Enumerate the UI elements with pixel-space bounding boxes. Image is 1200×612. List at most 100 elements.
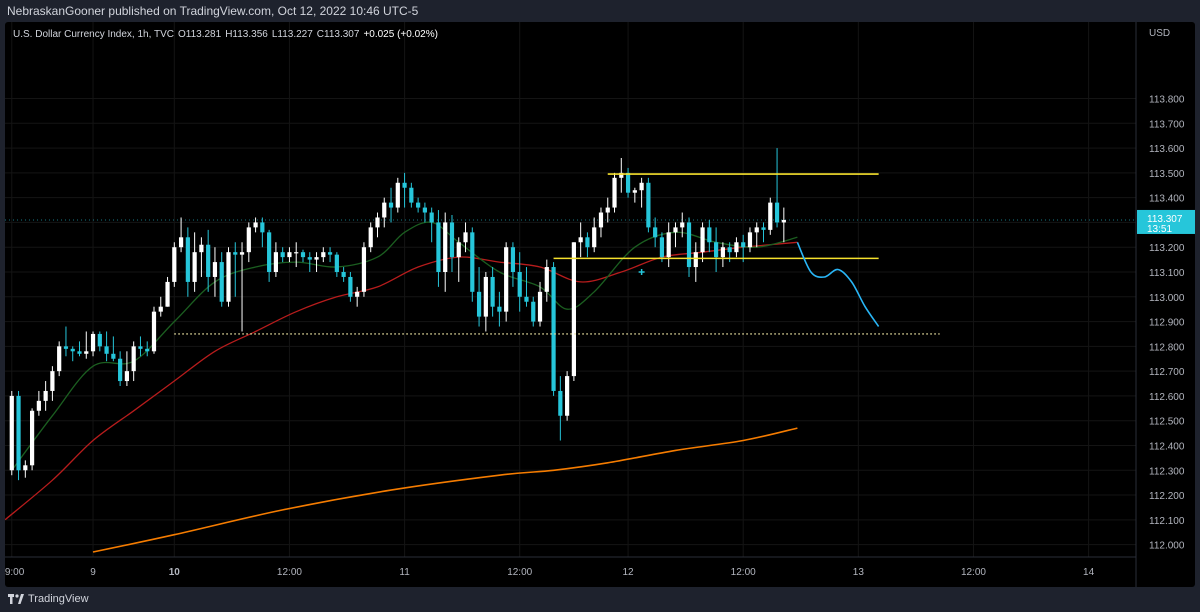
- candle-body: [368, 227, 373, 248]
- candle-body: [734, 242, 739, 253]
- candle-body: [341, 272, 346, 277]
- candle-body: [9, 395, 14, 471]
- time-tick-label: 12:00: [277, 567, 302, 578]
- candle-body: [605, 207, 610, 213]
- candle-body: [504, 247, 509, 312]
- time-tick-label: 9: [90, 567, 96, 578]
- candle-body: [253, 222, 258, 228]
- candle-body: [768, 202, 773, 230]
- candle-body: [476, 291, 482, 317]
- candle-body: [402, 182, 407, 188]
- candle-body: [77, 351, 82, 354]
- cross-marker: [638, 269, 645, 275]
- time-tick-label: 14: [1083, 567, 1095, 578]
- candle-body: [659, 237, 665, 258]
- price-tick-label: 113.000: [1149, 293, 1185, 304]
- candle-body: [124, 371, 130, 382]
- candle-body: [686, 222, 692, 268]
- high-value: H113.356: [225, 29, 268, 40]
- candle-body: [598, 212, 604, 228]
- candle-body: [29, 410, 35, 466]
- candle-body: [185, 237, 190, 282]
- candle-body: [151, 311, 157, 352]
- candle-body: [714, 242, 719, 258]
- price-tick-label: 112.700: [1149, 367, 1185, 378]
- candle-body: [327, 252, 333, 255]
- candle-body: [558, 390, 563, 416]
- candle-body: [192, 252, 197, 282]
- candle-body: [145, 348, 150, 352]
- candle-body: [375, 217, 380, 228]
- candle-body: [409, 187, 414, 203]
- price-tick-label: 113.800: [1149, 95, 1185, 106]
- candle-body: [632, 190, 637, 193]
- candle-body: [653, 227, 658, 238]
- candle-body: [761, 227, 766, 230]
- candle-body: [226, 252, 231, 302]
- time-tick-label: 09:00: [5, 567, 25, 578]
- candle-body: [280, 252, 285, 258]
- candle-body: [449, 222, 455, 258]
- price-tick-label: 112.900: [1149, 318, 1185, 329]
- price-tick-label: 113.400: [1149, 194, 1185, 205]
- candle-body: [321, 252, 326, 258]
- candle-body: [510, 247, 516, 272]
- candle-body: [646, 182, 651, 228]
- candle-body: [165, 281, 170, 307]
- candle-body: [524, 296, 529, 302]
- change-value: +0.025 (+0.02%): [363, 29, 438, 40]
- price-tick-label: 112.600: [1149, 392, 1185, 403]
- open-value: O113.281: [178, 29, 222, 40]
- price-tick-label: 113.600: [1149, 144, 1185, 155]
- footer-brand: TradingView: [28, 593, 89, 605]
- candle-body: [219, 262, 224, 302]
- candle-body: [70, 348, 75, 352]
- candle-body: [680, 222, 685, 228]
- symbol-name: U.S. Dollar Currency Index, 1h, TVC: [13, 29, 174, 40]
- price-tick-label: 112.400: [1149, 441, 1185, 452]
- candle-body: [314, 257, 319, 260]
- candle-body: [436, 222, 441, 272]
- candle-body: [747, 232, 753, 248]
- candle-body: [97, 333, 102, 347]
- candle-body: [625, 172, 631, 193]
- time-tick-label: 12:00: [731, 567, 756, 578]
- candle-body: [388, 202, 394, 208]
- candle-body: [395, 182, 400, 208]
- candle-body: [565, 376, 570, 416]
- candle-body: [639, 182, 644, 191]
- chart-panel[interactable]: USD 112.000 112.100 112.200 112.300 112.400 11…: [5, 22, 1195, 587]
- candle-body: [63, 346, 69, 349]
- candle-body: [416, 202, 421, 208]
- price-chart[interactable]: USD 112.000 112.100 112.200 112.300 112.400 11…: [5, 22, 1195, 587]
- candle-body: [456, 242, 461, 258]
- candle-body: [422, 207, 427, 213]
- footer-bar: TradingView: [0, 587, 1200, 612]
- ema-200-line: [92, 427, 798, 553]
- candle-body: [84, 351, 89, 354]
- candle-body: [300, 252, 306, 258]
- candle-body: [490, 276, 495, 307]
- price-tick-label: 113.200: [1149, 243, 1185, 254]
- candle-body: [138, 346, 143, 349]
- candle-body: [206, 244, 211, 277]
- candle-body: [199, 244, 204, 253]
- publisher-text: NebraskanGooner published on TradingView…: [7, 4, 419, 18]
- candle-body: [727, 247, 732, 253]
- time-tick-label: 13: [853, 567, 865, 578]
- bar-countdown-label: 13:51: [1147, 224, 1172, 235]
- candle-body: [666, 232, 671, 258]
- current-price-label: 113.307: [1147, 214, 1183, 225]
- candle-body: [307, 257, 312, 260]
- price-tick-label: 113.700: [1149, 119, 1185, 130]
- candle-body: [90, 333, 96, 352]
- candle-body: [23, 465, 28, 471]
- candle-body: [741, 242, 746, 248]
- low-value: L113.227: [272, 29, 313, 40]
- candle-body: [50, 371, 55, 391]
- candle-body: [355, 291, 360, 297]
- price-tick-label: 112.200: [1149, 491, 1185, 502]
- candle-body: [774, 202, 780, 223]
- publisher-bar: NebraskanGooner published on TradingView…: [0, 0, 1200, 22]
- currency-label: USD: [1149, 28, 1170, 39]
